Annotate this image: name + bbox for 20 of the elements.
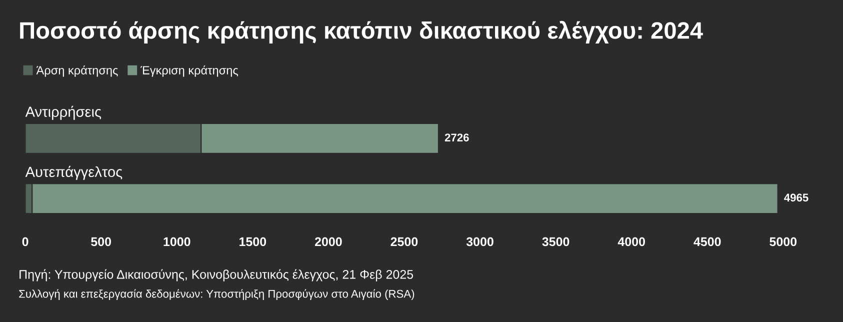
text: Πηγή: Υπουργείο Δικαιοσύνης, Κοινοβουλευτικός έλεγχος, 21 Φεβ 2025 bbox=[20, 269, 414, 282]
x-tick-label: 2000 bbox=[314, 237, 342, 246]
legend-label: Έγκριση κράτησης bbox=[140, 65, 238, 77]
total-label: 4965 bbox=[784, 194, 808, 202]
chart-title: Ποσοστό άρσης κράτησης κατόπιν δικαστικού ελέγχου: 2024 bbox=[20, 20, 703, 44]
y-tick-label: Αντιρρήσεις bbox=[25, 106, 102, 120]
total-label: 2726 bbox=[444, 134, 469, 142]
x-tick-label: 5000 bbox=[770, 237, 797, 246]
x-tick-label: 4500 bbox=[694, 237, 721, 246]
x-tick-label: 1000 bbox=[164, 237, 190, 246]
x-tick-label: 500 bbox=[91, 237, 111, 246]
x-tick-label: 1500 bbox=[240, 237, 266, 246]
x-tick-label: 3000 bbox=[466, 237, 494, 246]
text: Συλλογή και επεξεργασία δεδομένων: Υποστήριξη Προσφύγων στο Αιγαίο (RSA) bbox=[19, 289, 414, 300]
x-tick-label: 3500 bbox=[542, 237, 570, 246]
legend-label: Άρση κράτησης bbox=[36, 65, 118, 77]
x-tick-label: 0 bbox=[22, 237, 28, 246]
x-tick-label: 4000 bbox=[618, 237, 645, 246]
x-tick-label: 2500 bbox=[390, 237, 418, 246]
y-tick-label: Αυτεπάγγελτος bbox=[25, 166, 122, 180]
